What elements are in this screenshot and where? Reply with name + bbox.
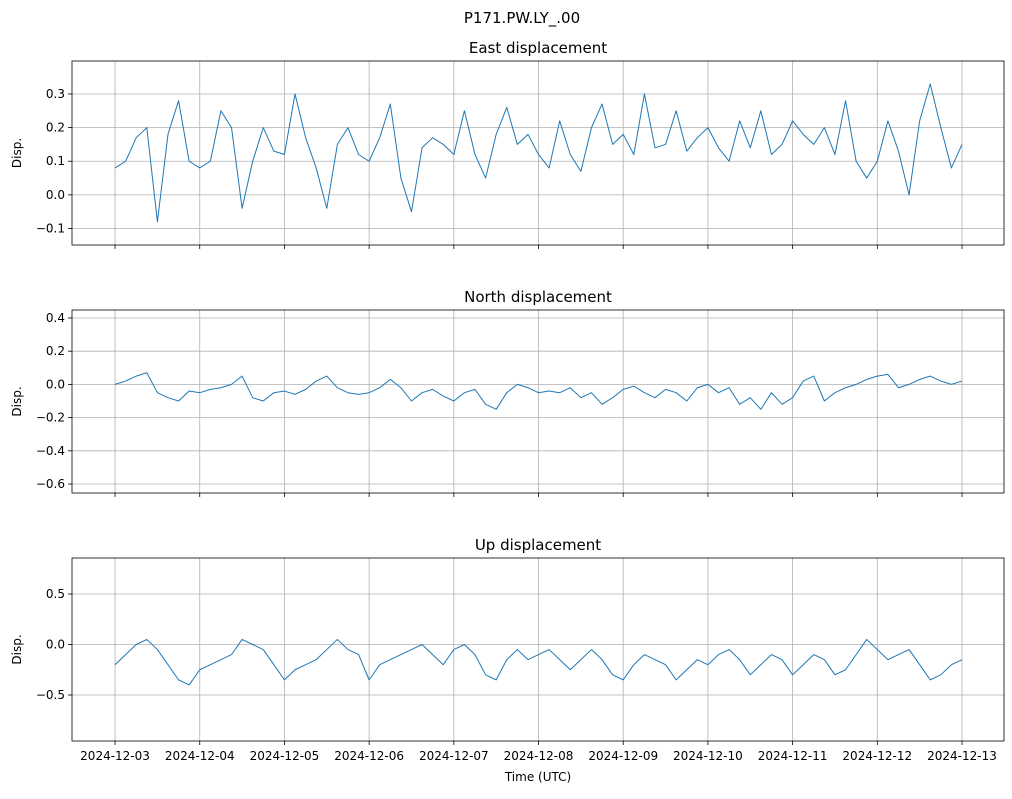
y-axis-label: Disp. (10, 634, 24, 664)
y-axis-label: Disp. (10, 386, 24, 416)
y-axis-label: Disp. (10, 138, 24, 168)
x-tick-label: 2024-12-04 (165, 749, 235, 763)
data-line (114, 83, 963, 223)
x-tick-label: 2024-12-11 (758, 749, 828, 763)
data-line (114, 372, 963, 410)
y-tick-label: −0.5 (36, 688, 65, 702)
x-axis-label: Time (UTC) (504, 770, 571, 784)
y-tick-label: −0.4 (36, 444, 65, 458)
y-tick-label: 0.2 (46, 121, 65, 135)
y-tick-label: 0.0 (46, 377, 65, 391)
x-tick-label: 2024-12-03 (80, 749, 150, 763)
y-tick-label: 0.2 (46, 344, 65, 358)
x-tick-label: 2024-12-06 (334, 749, 404, 763)
y-tick-label: 0.0 (46, 188, 65, 202)
x-tick-label: 2024-12-13 (927, 749, 997, 763)
axes-title: Up displacement (475, 536, 601, 554)
y-tick-label: −0.1 (36, 222, 65, 236)
x-tick-label: 2024-12-12 (842, 749, 912, 763)
x-tick-label: 2024-12-10 (673, 749, 743, 763)
figure-title: P171.PW.LY_.00 (464, 9, 580, 28)
y-tick-label: 0.0 (46, 637, 65, 651)
axes-title: North displacement (464, 288, 612, 306)
x-tick-label: 2024-12-07 (419, 749, 489, 763)
y-tick-label: 0.1 (46, 154, 65, 168)
data-line (114, 638, 963, 686)
axes-frame (71, 60, 1005, 246)
y-tick-label: 0.3 (46, 87, 65, 101)
x-tick-label: 2024-12-05 (250, 749, 320, 763)
y-tick-label: 0.5 (46, 587, 65, 601)
x-tick-label: 2024-12-09 (588, 749, 658, 763)
axes-frame (71, 557, 1005, 742)
y-tick-label: −0.6 (36, 477, 65, 491)
y-tick-label: −0.2 (36, 411, 65, 425)
axes-frame (71, 309, 1005, 494)
y-tick-label: 0.4 (46, 311, 65, 325)
x-tick-label: 2024-12-08 (504, 749, 574, 763)
axes-title: East displacement (469, 39, 607, 57)
